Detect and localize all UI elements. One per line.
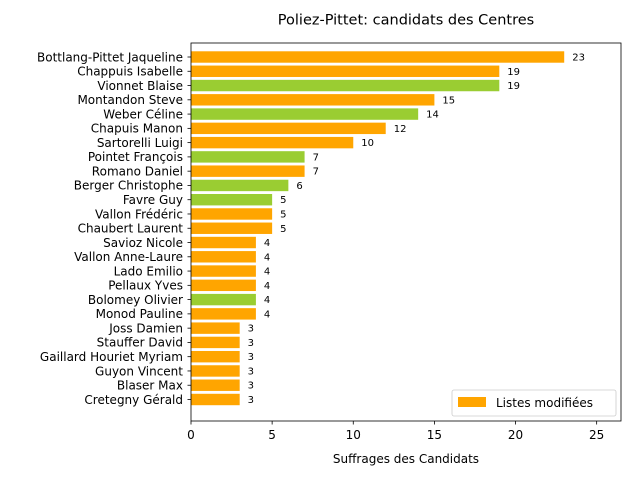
x-tick-label: 15 <box>427 428 442 442</box>
bar <box>191 336 240 349</box>
x-axis-label: Suffrages des Candidats <box>333 452 479 466</box>
bar-value-label: 5 <box>280 209 286 220</box>
legend: Listes modifiées <box>451 389 617 417</box>
bar <box>191 265 256 277</box>
bar <box>191 322 240 334</box>
bar-value-label: 19 <box>507 67 520 78</box>
bar <box>191 350 240 363</box>
bar <box>191 208 273 220</box>
bar <box>191 79 500 92</box>
category-label: Vallon Frédéric <box>95 207 183 221</box>
category-label: Chappuis Isabelle <box>77 65 183 79</box>
category-label: Pellaux Yves <box>108 279 183 293</box>
bar-value-label: 4 <box>264 267 270 278</box>
bar <box>191 94 435 106</box>
bar-value-label: 3 <box>248 381 254 392</box>
category-label: Bolomey Olivier <box>88 293 183 307</box>
legend-label: Listes modifiées <box>496 396 593 410</box>
category-label: Vionnet Blaise <box>97 79 183 93</box>
bar <box>191 365 240 377</box>
category-label: Gaillard Houriet Myriam <box>40 350 183 364</box>
category-label: Cretegny Gérald <box>84 393 183 407</box>
category-label: Blaser Max <box>117 379 183 393</box>
category-label: Chaubert Laurent <box>78 222 184 236</box>
category-label: Montandon Steve <box>77 93 183 107</box>
chart-title: Poliez-Pittet: candidats des Centres <box>278 13 534 29</box>
x-tick-label: 25 <box>589 428 604 442</box>
bar <box>191 108 419 120</box>
bar-value-label: 3 <box>248 324 254 335</box>
bar <box>191 293 256 306</box>
category-label: Stauffer David <box>97 336 183 350</box>
bar <box>191 51 565 63</box>
bar <box>191 308 256 320</box>
x-axis-ticks: 0 5 10 15 20 25 <box>187 421 604 442</box>
category-label: Guyon Vincent <box>95 364 183 378</box>
bar-value-label: 14 <box>426 110 439 121</box>
bar <box>191 194 273 206</box>
bar <box>191 251 256 263</box>
bar-value-label: 7 <box>313 167 319 178</box>
bar <box>191 136 354 149</box>
legend-swatch <box>458 397 486 407</box>
bar <box>191 65 500 77</box>
bar <box>191 222 273 234</box>
plot-frame <box>190 42 622 422</box>
bar-value-label: 10 <box>361 138 374 149</box>
bar-value-label: 12 <box>394 124 407 135</box>
category-label: Vallon Anne-Laure <box>74 250 183 264</box>
bar <box>191 279 256 292</box>
x-tick-label: 10 <box>346 428 361 442</box>
bar-value-label: 4 <box>264 281 270 292</box>
category-label: Weber Céline <box>103 107 183 121</box>
bar-value-label: 4 <box>264 238 270 249</box>
category-label: Romano Daniel <box>92 164 183 178</box>
bar-value-label: 3 <box>248 338 254 349</box>
bar-value-label: 3 <box>248 395 254 406</box>
category-label: Bottlang-Pittet Jaqueline <box>37 50 183 64</box>
category-label: Lado Emilio <box>114 264 183 278</box>
bar <box>191 122 386 135</box>
x-tick-label: 20 <box>508 428 523 442</box>
bar-value-label: 4 <box>264 252 270 263</box>
bar <box>191 379 240 391</box>
category-label: Joss Damien <box>108 321 183 335</box>
category-label: Savioz Nicole <box>103 236 183 250</box>
bar-value-label: 3 <box>248 352 254 363</box>
legend-box <box>451 389 617 417</box>
bar-value-label: 5 <box>280 224 286 235</box>
bar-value-label: 4 <box>264 295 270 306</box>
bar-value-label: 3 <box>248 366 254 377</box>
bar-value-label: 6 <box>296 181 302 192</box>
bar-value-label: 4 <box>264 309 270 320</box>
bar-value-label: 19 <box>507 81 520 92</box>
category-label: Monod Pauline <box>96 307 183 321</box>
bar <box>191 393 240 406</box>
bar <box>191 165 305 177</box>
category-label: Pointet François <box>88 150 183 164</box>
x-tick-label: 0 <box>187 428 195 442</box>
x-tick-label: 5 <box>268 428 276 442</box>
category-label: Chapuis Manon <box>91 122 183 136</box>
category-label: Sartorelli Luigi <box>97 136 183 150</box>
bar-value-label: 23 <box>572 53 585 64</box>
bar <box>191 179 289 192</box>
bar <box>191 236 256 249</box>
bar-value-label: 7 <box>313 152 319 163</box>
category-label: Favre Guy <box>123 193 183 207</box>
bar-value-label: 5 <box>280 195 286 206</box>
bar-value-label: 15 <box>442 95 455 106</box>
bar <box>191 151 305 163</box>
category-label: Berger Christophe <box>74 179 183 193</box>
